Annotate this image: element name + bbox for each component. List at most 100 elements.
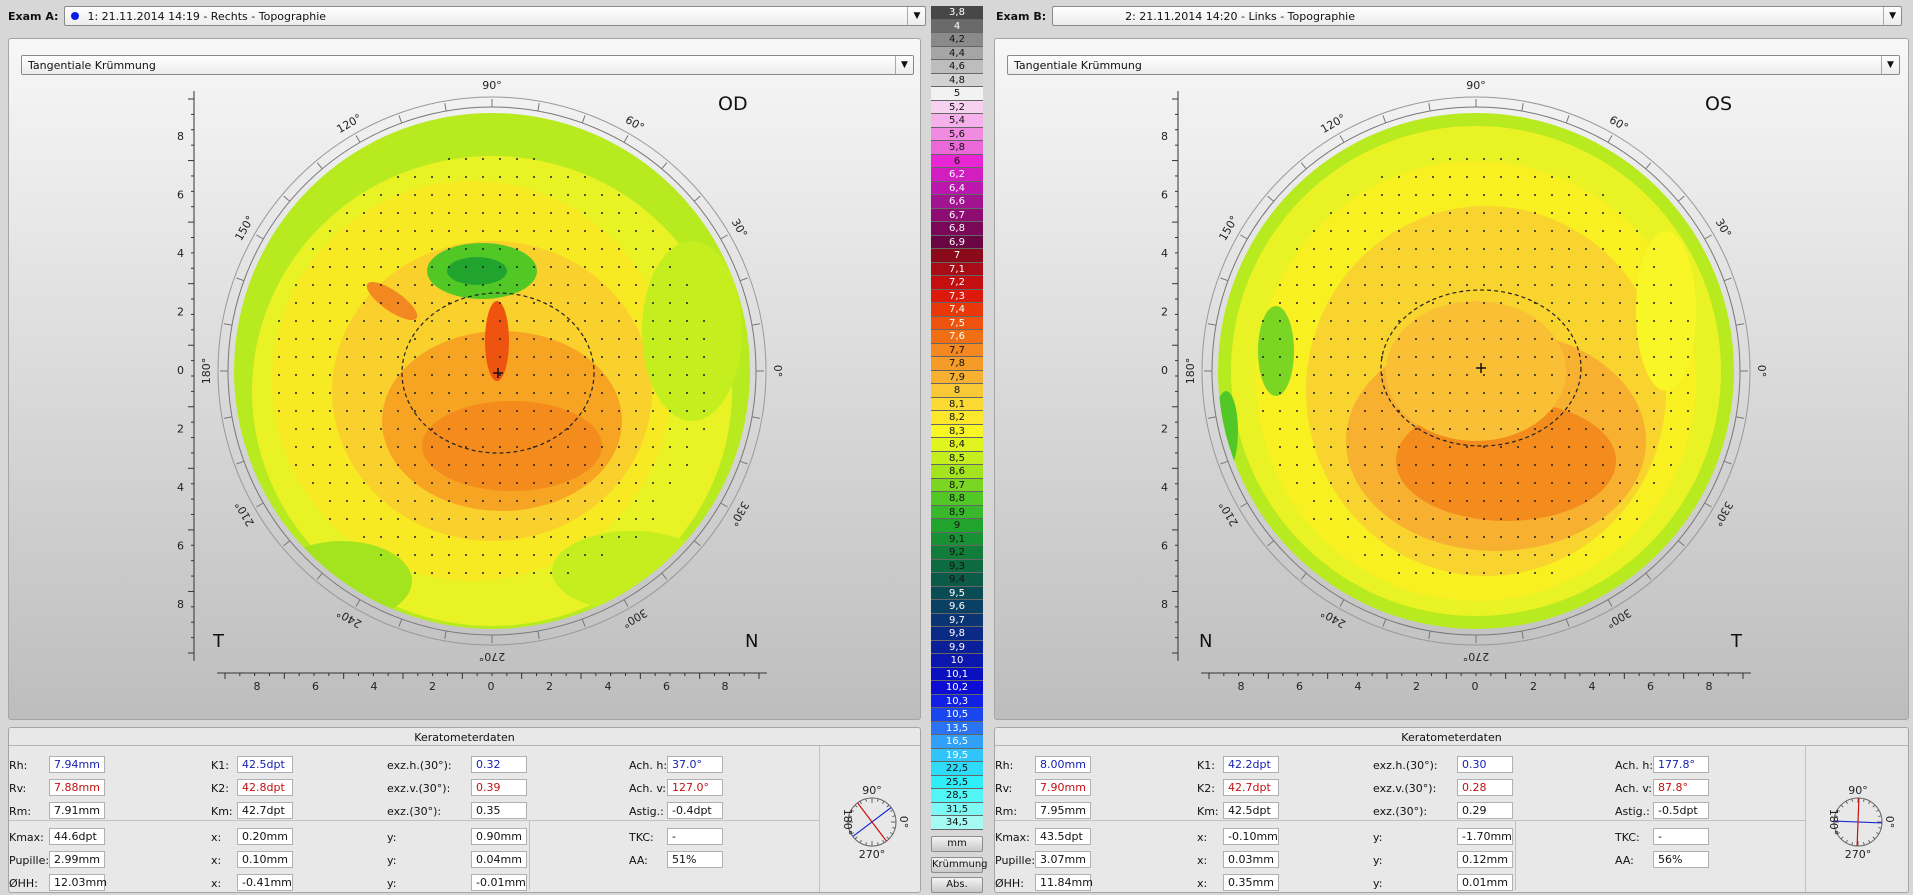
degree-label: 300° bbox=[620, 606, 649, 631]
kerato-label-rm: Rm: bbox=[9, 805, 32, 818]
y-tick: 8 bbox=[1161, 598, 1168, 611]
x-tick: 8 bbox=[254, 680, 261, 693]
y-tick: 0 bbox=[177, 364, 184, 377]
kerato-label-ach: Ach. h: bbox=[1615, 759, 1654, 772]
x-tick: 4 bbox=[605, 680, 612, 693]
topography-map-a[interactable]: 90° 60° 30° 0° 330° 300° 270° 240° 210° 180° 150° 1… bbox=[9, 39, 922, 721]
kerato-value-y2: 0.04mm bbox=[471, 851, 527, 868]
kerato-label-y3: y: bbox=[1373, 877, 1383, 890]
scale-value: 9,7 bbox=[931, 613, 983, 627]
scale-value: 9,2 bbox=[931, 546, 983, 560]
kerato-label-acv: Ach. v: bbox=[1615, 782, 1652, 795]
scale-value: 10,1 bbox=[931, 667, 983, 681]
chevron-down-icon[interactable]: ▼ bbox=[895, 56, 913, 74]
corner-left-a: T bbox=[213, 631, 224, 652]
kerato-value-x1: -0.10mm bbox=[1223, 828, 1279, 845]
x-tick: 2 bbox=[429, 680, 436, 693]
scale-value: 7,1 bbox=[931, 262, 983, 276]
degree-label: 60° bbox=[1607, 113, 1630, 134]
scale-value: 25,5 bbox=[931, 775, 983, 789]
kerato-value-y1: -1.70mm bbox=[1457, 828, 1513, 845]
degree-label: 210° bbox=[232, 499, 257, 528]
degree-label: 330° bbox=[1711, 499, 1736, 528]
kerato-label-kmax: Kmax: bbox=[995, 831, 1030, 844]
x-tick: 6 bbox=[663, 680, 670, 693]
degree-label: 120° bbox=[335, 111, 364, 136]
x-tick: 8 bbox=[722, 680, 729, 693]
kerato-label-x2: x: bbox=[211, 854, 222, 867]
kerato-value-y2: 0.12mm bbox=[1457, 851, 1513, 868]
degree-label: 150° bbox=[232, 214, 257, 243]
abs-button[interactable]: Abs. bbox=[931, 877, 983, 893]
kerato-label-exh: exz.h.(30°): bbox=[387, 759, 452, 772]
kerato-value-rm: 7.95mm bbox=[1035, 802, 1091, 819]
degree-label: 0° bbox=[1755, 365, 1768, 378]
unit-mm-button[interactable]: mm bbox=[931, 836, 983, 852]
dial-label-top: 90° bbox=[862, 784, 882, 797]
pupil-outline bbox=[1380, 289, 1582, 447]
kerato-panel-b: Keratometerdaten Rh: 8.00mm Rv: 7.90mm Rm: 7.… bbox=[994, 727, 1909, 893]
topography-map-b[interactable]: 90° 60° 30° 0° 330° 300° 270° 240° 210° 180° 150° 1… bbox=[995, 39, 1910, 721]
scale-value: 5,6 bbox=[931, 127, 983, 141]
kerato-label-y1: y: bbox=[1373, 831, 1383, 844]
krummung-button[interactable]: Krümmung bbox=[931, 857, 988, 873]
kerato-value-km: 42.5dpt bbox=[1223, 802, 1279, 819]
dial-label-left: 180° bbox=[841, 809, 854, 836]
scale-value: 6 bbox=[931, 154, 983, 168]
kerato-label-ast: Astig.: bbox=[629, 805, 664, 818]
x-tick: 2 bbox=[1530, 680, 1537, 693]
kerato-value-k2: 42.8dpt bbox=[237, 779, 293, 796]
kerato-value-ex: 0.35 bbox=[471, 802, 527, 819]
kerato-value-k1: 42.5dpt bbox=[237, 756, 293, 773]
y-tick: 8 bbox=[177, 598, 184, 611]
kerato-label-k2: K2: bbox=[1197, 782, 1215, 795]
scale-value: 7,9 bbox=[931, 370, 983, 384]
kerato-value-kmax: 44.6dpt bbox=[49, 828, 105, 845]
chevron-down-icon[interactable]: ▼ bbox=[1881, 56, 1899, 74]
scale-value: 4,4 bbox=[931, 46, 983, 60]
scale-value: 6,4 bbox=[931, 181, 983, 195]
x-tick: 6 bbox=[1296, 680, 1303, 693]
kerato-label-km: Km: bbox=[1197, 805, 1219, 818]
scale-value: 10,5 bbox=[931, 708, 983, 722]
kerato-value-ohh: 11.84mm bbox=[1035, 874, 1093, 891]
degree-label: 180° bbox=[200, 358, 213, 385]
kerato-value-acv: 87.8° bbox=[1653, 779, 1709, 796]
degree-label: 270° bbox=[1463, 650, 1490, 663]
kerato-value-ex: 0.29 bbox=[1457, 802, 1513, 819]
y-tick: 6 bbox=[177, 540, 184, 553]
exam-a-dropdown[interactable]: 1: 21.11.2014 14:19 - Rechts - Topograph… bbox=[64, 6, 927, 26]
kerato-value-x2: 0.03mm bbox=[1223, 851, 1279, 868]
kerato-value-y3: -0.01mm bbox=[471, 874, 527, 891]
kerato-value-ast: -0.5dpt bbox=[1653, 802, 1709, 819]
x-tick: 4 bbox=[371, 680, 378, 693]
kerato-label-x2: x: bbox=[1197, 854, 1208, 867]
kerato-label-rh: Rh: bbox=[9, 759, 28, 772]
scale-value: 8,5 bbox=[931, 451, 983, 465]
kerato-value-y1: 0.90mm bbox=[471, 828, 527, 845]
eye-label-b: OS bbox=[1705, 93, 1733, 115]
map-a-type-dropdown[interactable]: Tangentiale Krümmung ▼ bbox=[21, 55, 914, 75]
kerato-label-pup: Pupille: bbox=[9, 854, 50, 867]
exam-b-dropdown[interactable]: 2: 21.11.2014 14:20 - Links - Topographi… bbox=[1052, 6, 1903, 26]
scale-value: 8,6 bbox=[931, 465, 983, 479]
kerato-value-exh: 0.32 bbox=[471, 756, 527, 773]
exam-b-label: Exam B: bbox=[996, 9, 1047, 23]
kerato-label-aa: AA: bbox=[629, 854, 648, 867]
scale-value: 22,5 bbox=[931, 762, 983, 776]
kerato-label-ach: Ach. h: bbox=[629, 759, 668, 772]
y-tick: 8 bbox=[177, 130, 184, 143]
chevron-down-icon[interactable]: ▼ bbox=[1883, 7, 1901, 25]
axis-line bbox=[1856, 797, 1860, 847]
kerato-label-rv: Rv: bbox=[995, 782, 1013, 795]
kerato-label-tkc: TKC: bbox=[629, 831, 654, 844]
scale-value: 34,5 bbox=[931, 816, 983, 830]
scale-value: 8,7 bbox=[931, 478, 983, 492]
map-b-type-dropdown[interactable]: Tangentiale Krümmung ▼ bbox=[1007, 55, 1900, 75]
dial-label-right: 0° bbox=[1883, 816, 1896, 829]
scale-value: 19,5 bbox=[931, 748, 983, 762]
y-tick: 2 bbox=[1161, 423, 1168, 436]
chevron-down-icon[interactable]: ▼ bbox=[907, 7, 925, 25]
y-tick: 8 bbox=[1161, 130, 1168, 143]
y-tick: 6 bbox=[177, 189, 184, 202]
